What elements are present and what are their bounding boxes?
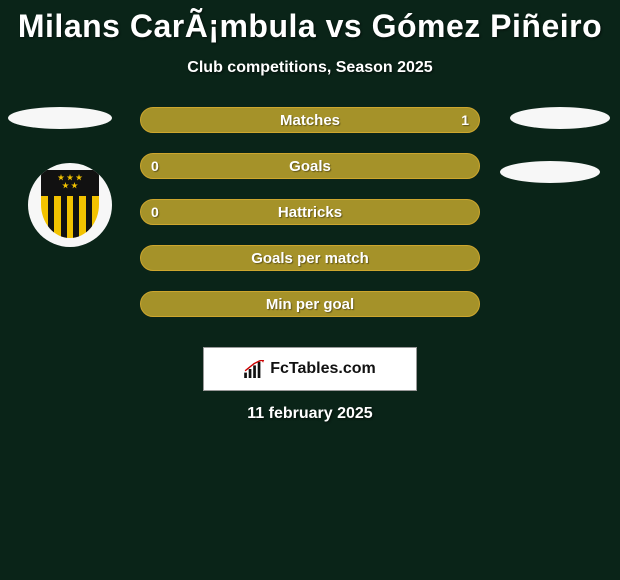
- stat-value-left: 0: [151, 158, 159, 174]
- avatar-left-placeholder: [8, 107, 112, 129]
- avatar-right-placeholder-1: [510, 107, 610, 129]
- club-crest-penarol: [28, 163, 112, 247]
- page-subtitle: Club competitions, Season 2025: [0, 59, 620, 77]
- stat-row: Matches1: [140, 107, 480, 133]
- comparison-bars: Matches1Goals0Hattricks0Goals per matchM…: [140, 107, 480, 337]
- stat-label: Goals per match: [141, 250, 479, 267]
- stat-value-left: 0: [151, 204, 159, 220]
- stat-label: Goals: [141, 158, 479, 175]
- footer-brand-box: FcTables.com: [203, 347, 417, 391]
- footer-date: 11 february 2025: [0, 405, 620, 423]
- stat-row: Goals0: [140, 153, 480, 179]
- page-title: Milans CarÃ¡mbula vs Gómez Piñeiro: [0, 0, 620, 45]
- stat-row: Goals per match: [140, 245, 480, 271]
- fctables-icon: [244, 360, 266, 378]
- stat-row: Hattricks0: [140, 199, 480, 225]
- stat-label: Hattricks: [141, 204, 479, 221]
- stat-value-right: 1: [461, 112, 469, 128]
- stat-label: Min per goal: [141, 296, 479, 313]
- avatar-left-crest: [28, 163, 112, 247]
- avatar-right-placeholder-2: [500, 161, 600, 183]
- footer-brand-text: FcTables.com: [270, 360, 376, 378]
- stat-label: Matches: [141, 112, 479, 129]
- stat-row: Min per goal: [140, 291, 480, 317]
